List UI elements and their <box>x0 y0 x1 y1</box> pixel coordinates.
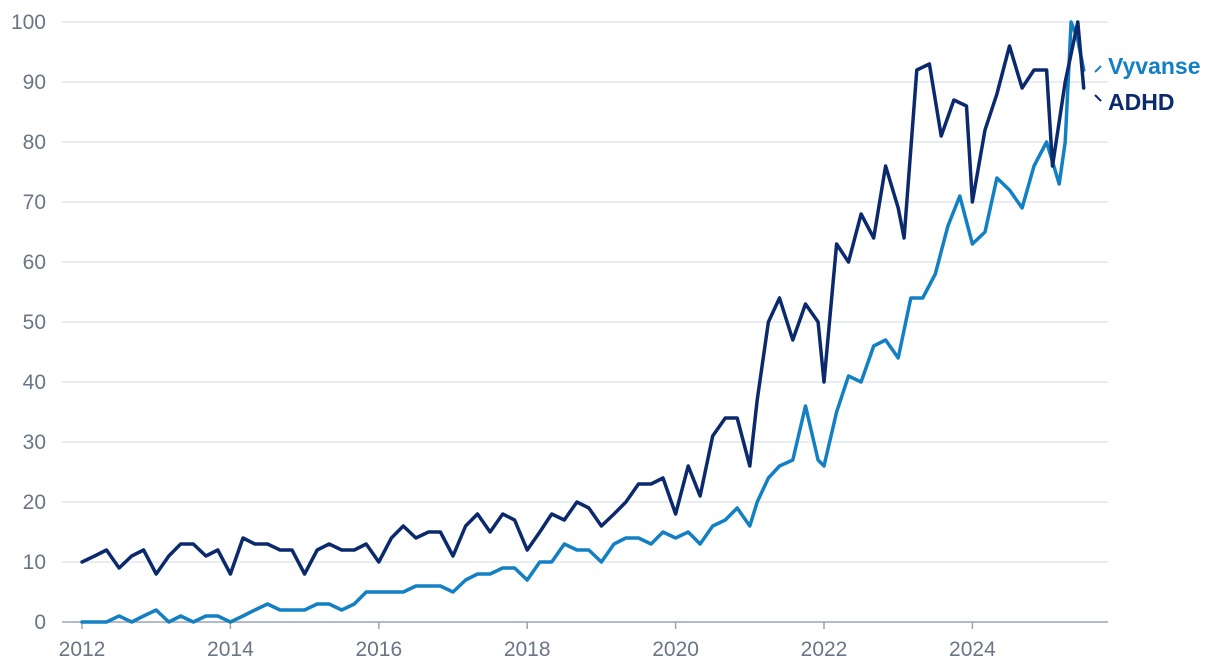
y-axis: 0 10 20 30 40 50 60 70 80 90 100 <box>11 11 46 634</box>
y-tick-label: 40 <box>23 371 46 394</box>
legend-label-adhd: ADHD <box>1108 89 1174 115</box>
y-tick-label: 0 <box>34 611 46 634</box>
y-tick-label: 90 <box>23 71 46 94</box>
y-tick-label: 50 <box>23 311 46 334</box>
y-tick-label: 100 <box>11 11 46 34</box>
y-tick-label: 30 <box>23 431 46 454</box>
x-tick-label: 2014 <box>207 638 254 661</box>
legend-label-vyvanse: Vyvanse <box>1108 53 1201 79</box>
series-line-vyvanse <box>80 20 1086 624</box>
y-tick-label: 70 <box>23 191 46 214</box>
x-tick-label: 2022 <box>801 638 848 661</box>
series-lines <box>80 20 1086 624</box>
legend-leader-adhd <box>1094 94 1102 102</box>
x-tick-label: 2012 <box>59 638 106 661</box>
legend-leader-vyvanse <box>1094 65 1102 73</box>
x-tick-label: 2018 <box>504 638 551 661</box>
y-tick-label: 80 <box>23 131 46 154</box>
x-tick-label: 2020 <box>652 638 699 661</box>
x-axis: 2012 2014 2016 2018 2020 2022 2024 <box>59 622 996 661</box>
legend: ADHD Vyvanse <box>1094 53 1201 115</box>
x-tick-label: 2024 <box>949 638 996 661</box>
y-tick-label: 10 <box>23 551 46 574</box>
y-tick-label: 60 <box>23 251 46 274</box>
y-tick-label: 20 <box>23 491 46 514</box>
x-tick-label: 2016 <box>355 638 402 661</box>
series-line-adhd <box>80 20 1086 576</box>
